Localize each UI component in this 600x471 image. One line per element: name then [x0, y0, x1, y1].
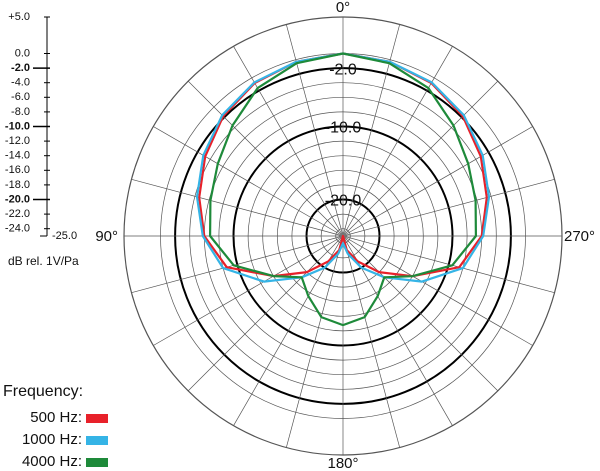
spoke — [187, 235, 344, 392]
legend-swatch — [86, 414, 108, 423]
spoke — [285, 24, 344, 237]
spoke — [233, 46, 344, 237]
ring-label: -2.0 — [329, 61, 357, 78]
spoke — [342, 235, 533, 346]
spoke — [342, 80, 499, 237]
ring-label: -10.0 — [325, 120, 362, 137]
legend-title: Frequency: — [3, 383, 83, 400]
angle-label: 0° — [336, 0, 350, 16]
legend-swatch — [86, 436, 108, 445]
r-tick-label: -22.0 — [5, 208, 30, 220]
r-tick-label: -6.0 — [11, 91, 30, 103]
r-axis-label: dB rel. 1V/Pa — [8, 254, 79, 268]
r-tick-label: -18.0 — [5, 179, 30, 191]
angle-label: 270° — [564, 228, 595, 245]
r-tick-label: +5.0 — [8, 11, 30, 23]
response-curve — [209, 52, 477, 327]
spoke — [342, 235, 555, 294]
spoke — [342, 126, 533, 237]
r-tick-label: 0.0 — [15, 47, 30, 59]
spoke — [153, 126, 344, 237]
r-tick-label: -25.0 — [52, 230, 77, 242]
spoke — [153, 235, 344, 346]
r-tick-label: -14.0 — [5, 150, 30, 162]
legend-label: 500 Hz: — [30, 409, 82, 426]
spoke — [131, 178, 344, 237]
r-tick-label: -8.0 — [11, 106, 30, 118]
r-tick-label: -2.0 — [11, 62, 30, 74]
angle-label: 180° — [327, 455, 358, 471]
angle-label: 90° — [95, 228, 118, 245]
r-tick-label: -24.0 — [5, 223, 30, 235]
spoke — [342, 24, 401, 237]
r-tick-label: -4.0 — [11, 77, 30, 89]
spoke — [342, 46, 453, 237]
spoke — [342, 235, 401, 448]
response-curve — [198, 52, 488, 278]
r-tick-label: -12.0 — [5, 135, 30, 147]
spoke — [342, 178, 555, 237]
r-tick-label: -20.0 — [5, 193, 30, 205]
spoke — [285, 235, 344, 448]
legend-label: 1000 Hz: — [22, 431, 82, 448]
response-curve — [195, 52, 491, 283]
ring-label: -20.0 — [325, 193, 362, 210]
spoke — [187, 80, 344, 237]
spoke — [131, 235, 344, 294]
r-tick-label: -16.0 — [5, 164, 30, 176]
legend-label: 4000 Hz: — [22, 453, 82, 470]
r-tick-label: -10.0 — [5, 120, 30, 132]
spoke — [342, 235, 499, 392]
legend-swatch — [86, 458, 108, 467]
